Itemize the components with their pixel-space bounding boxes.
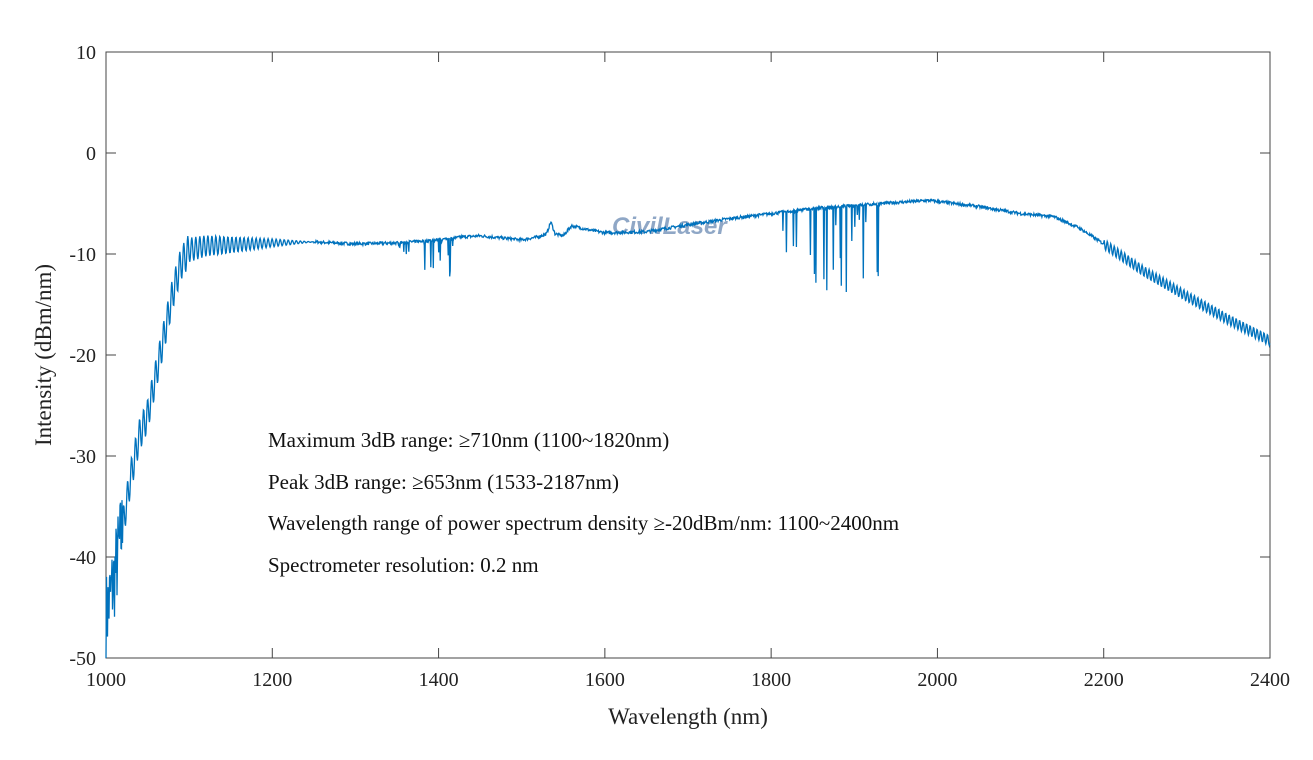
x-tick-label: 1000 [86,669,126,691]
x-tick-label: 1600 [585,669,625,691]
y-tick-label: -40 [69,547,96,569]
y-axis-label: Intensity (dBm/nm) [31,264,56,446]
x-tick-label: 2400 [1250,669,1290,691]
annotation-peak-3db: Peak 3dB range: ≥653nm (1533-2187nm) [268,470,619,494]
y-tick-label: 10 [76,42,96,64]
x-tick-label: 1200 [252,669,292,691]
x-tick-label: 2200 [1084,669,1124,691]
watermark-logo: CivilLaser [612,213,728,240]
x-tick-label: 1400 [419,669,459,691]
y-tick-label: -10 [69,244,96,266]
annotation-resolution: Spectrometer resolution: 0.2 nm [268,553,539,577]
x-tick-label: 2000 [917,669,957,691]
y-tick-label: 0 [86,143,96,165]
y-tick-label: -30 [69,446,96,468]
y-tick-label: -20 [69,345,96,367]
x-tick-label: 1800 [751,669,791,691]
x-axis-label: Wavelength (nm) [608,704,768,729]
annotation-wavelength-range: Wavelength range of power spectrum densi… [268,511,899,535]
annotation-max-3db: Maximum 3dB range: ≥710nm (1100~1820nm) [268,428,669,452]
spectrum-line [105,197,1271,659]
y-tick-label: -50 [69,648,96,670]
